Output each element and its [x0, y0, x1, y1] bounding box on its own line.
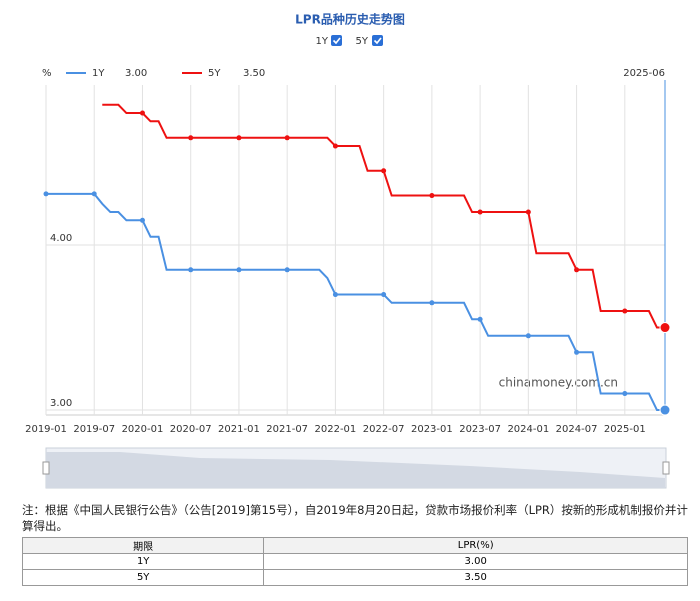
- point: [525, 333, 531, 339]
- point: [43, 191, 49, 197]
- check: [373, 37, 382, 45]
- x-tick-label: 2024-01: [507, 424, 549, 435]
- x-tick-label: 2022-01: [315, 424, 357, 435]
- checkbox[interactable]: [372, 35, 383, 46]
- point: [284, 267, 290, 273]
- point: [622, 308, 628, 314]
- slider-handle[interactable]: [42, 461, 50, 475]
- table-cell: 3.00: [263, 553, 688, 570]
- point: [91, 191, 97, 197]
- series-line: [46, 192, 665, 412]
- unit-label: %: [42, 68, 52, 79]
- x-tick-label: 2025-01: [604, 424, 646, 435]
- x-tick-label: 2022-07: [363, 424, 405, 435]
- point: [429, 193, 435, 199]
- point: [139, 217, 145, 223]
- point: [236, 135, 242, 141]
- point: [381, 292, 387, 298]
- legend-value: 3.50: [243, 68, 265, 79]
- toggle-label: 5Y: [356, 36, 369, 47]
- slider-handle[interactable]: [662, 461, 670, 475]
- x-tick-label: 2024-07: [556, 424, 598, 435]
- point: [381, 168, 387, 174]
- point: [188, 135, 194, 141]
- point: [477, 316, 483, 322]
- point: [659, 404, 671, 416]
- chart-title: LPR品种历史走势图: [295, 12, 405, 27]
- point: [477, 209, 483, 215]
- note: 注：根据《中国人民银行公告》（公告[2019]第15号），自2019年8月20日…: [22, 503, 688, 533]
- table-header: LPR(%): [263, 537, 688, 554]
- point: [284, 135, 290, 141]
- point: [332, 143, 338, 149]
- toggle-label: 1Y: [316, 36, 329, 47]
- x-tick-label: 2023-01: [411, 424, 453, 435]
- point: [139, 110, 145, 116]
- x-tick-label: 2020-07: [170, 424, 212, 435]
- point: [574, 267, 580, 273]
- point: [332, 292, 338, 298]
- point: [236, 267, 242, 273]
- point: [429, 300, 435, 306]
- x-tick-label: 2019-01: [25, 424, 67, 435]
- x-tick-label: 2023-07: [459, 424, 501, 435]
- y-tick-label: 3.00: [50, 398, 72, 409]
- legend-label: 1Y: [92, 68, 105, 79]
- x-tick-label: 2019-07: [73, 424, 115, 435]
- cursor-label: 2025-06: [623, 68, 665, 79]
- table-cell: 3.50: [263, 569, 688, 586]
- table-cell: 1Y: [21, 553, 265, 570]
- x-tick-label: 2020-01: [122, 424, 164, 435]
- x-tick-label: 2021-01: [218, 424, 260, 435]
- table-header: 期限: [21, 537, 265, 554]
- point: [574, 349, 580, 355]
- point: [659, 322, 671, 334]
- y-tick-label: 4.00: [50, 233, 72, 244]
- checkbox[interactable]: [331, 35, 342, 46]
- legend-value: 3.00: [125, 68, 147, 79]
- chart: LPR品种历史走势图 1Y 5Y % 1Y 3.00 5Y 3.50 2025-…: [25, 12, 671, 489]
- table: 期限 LPR(%) 1Y 3.00 5Y 3.50: [21, 537, 688, 586]
- point: [525, 209, 531, 215]
- check: [332, 37, 341, 45]
- table-cell: 5Y: [21, 569, 265, 586]
- legend-label: 5Y: [208, 68, 221, 79]
- point: [622, 391, 628, 397]
- point: [188, 267, 194, 273]
- x-tick-label: 2021-07: [266, 424, 308, 435]
- slider-area: [46, 452, 665, 488]
